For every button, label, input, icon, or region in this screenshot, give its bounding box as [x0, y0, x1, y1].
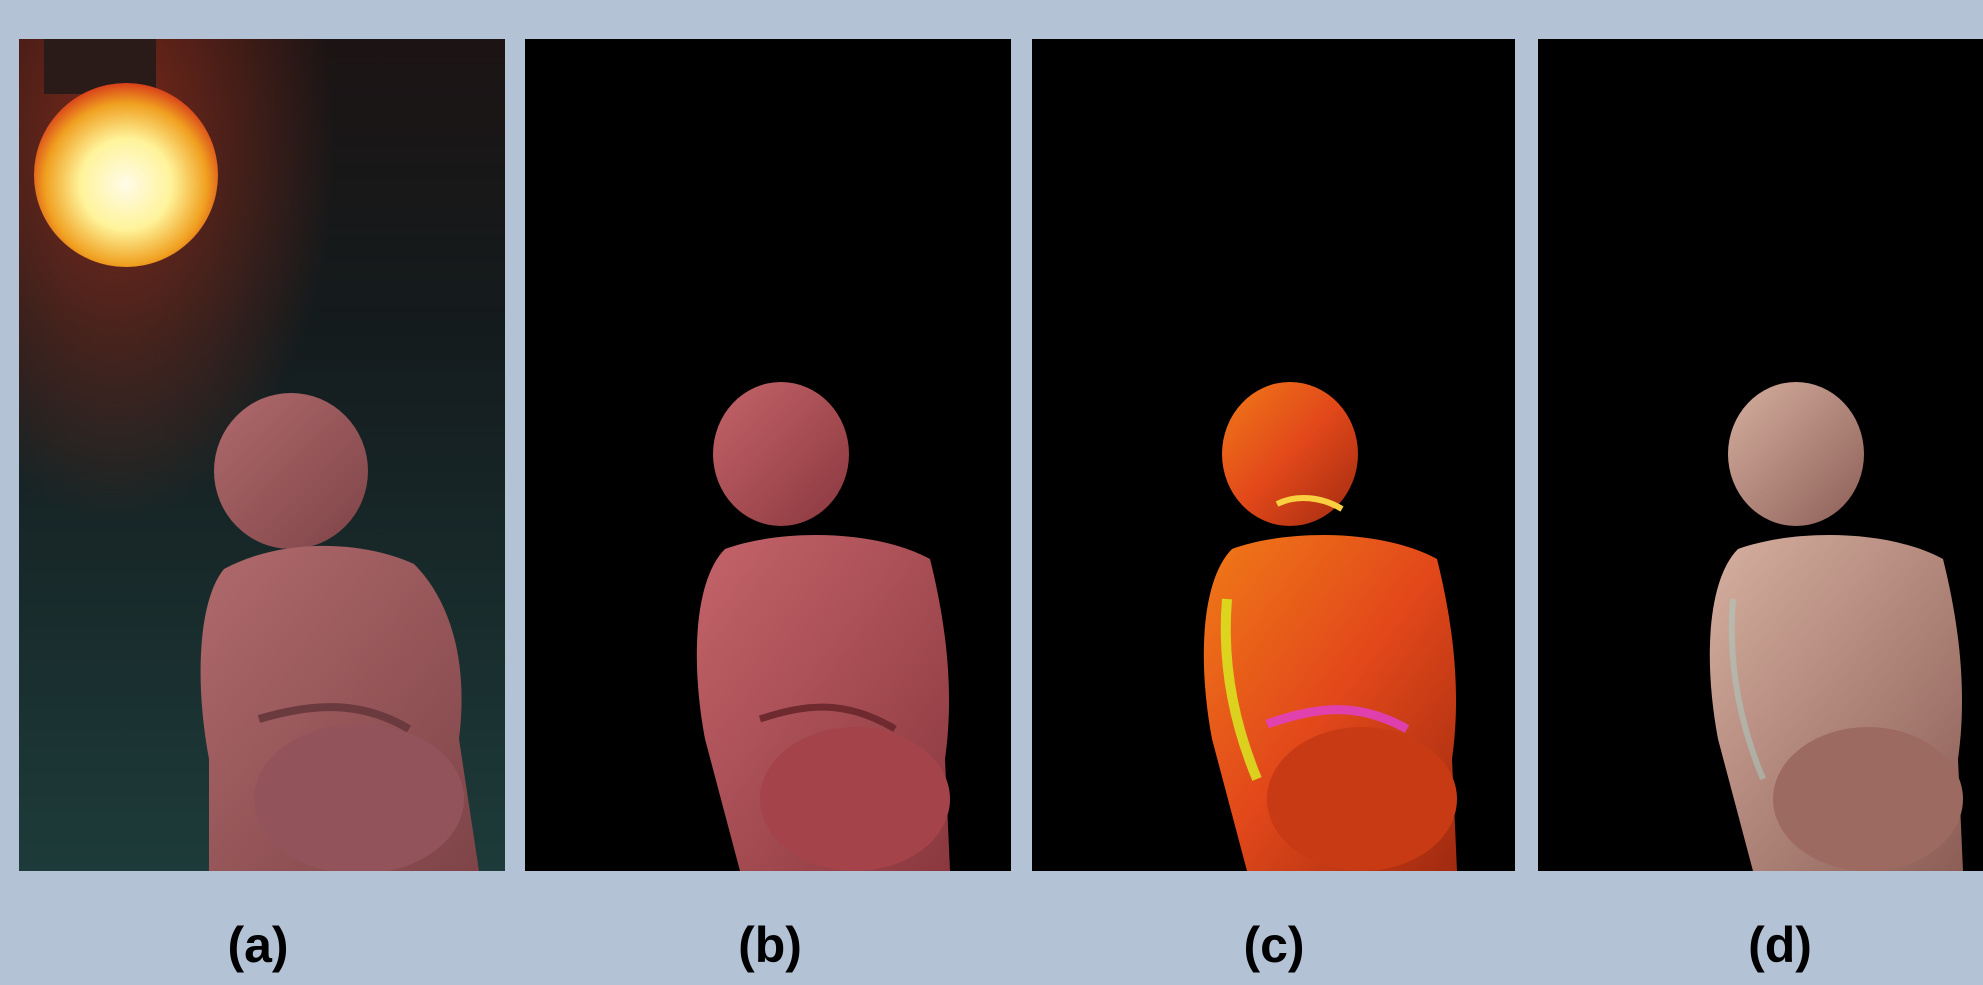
panel-a-caption: (a)	[227, 917, 289, 973]
panel-d-result	[1538, 39, 1983, 871]
panel-b-caption: (b)	[738, 917, 802, 973]
panel-a-original-photo	[19, 39, 505, 871]
shading-image	[525, 39, 1011, 871]
figurine-relit	[1709, 382, 1963, 871]
result-image	[1538, 39, 1983, 871]
original-photo-image	[19, 39, 505, 871]
panel-d-caption: (d)	[1748, 917, 1812, 973]
panel-b-shading	[525, 39, 1011, 871]
specular-image	[1032, 39, 1515, 871]
figurine-specular	[1203, 382, 1457, 871]
light-bulb-icon	[34, 83, 218, 267]
panel-c-caption: (c)	[1243, 917, 1305, 973]
figurine-original	[200, 393, 479, 871]
figurine-shading	[696, 382, 950, 871]
panel-c-specular	[1032, 39, 1515, 871]
